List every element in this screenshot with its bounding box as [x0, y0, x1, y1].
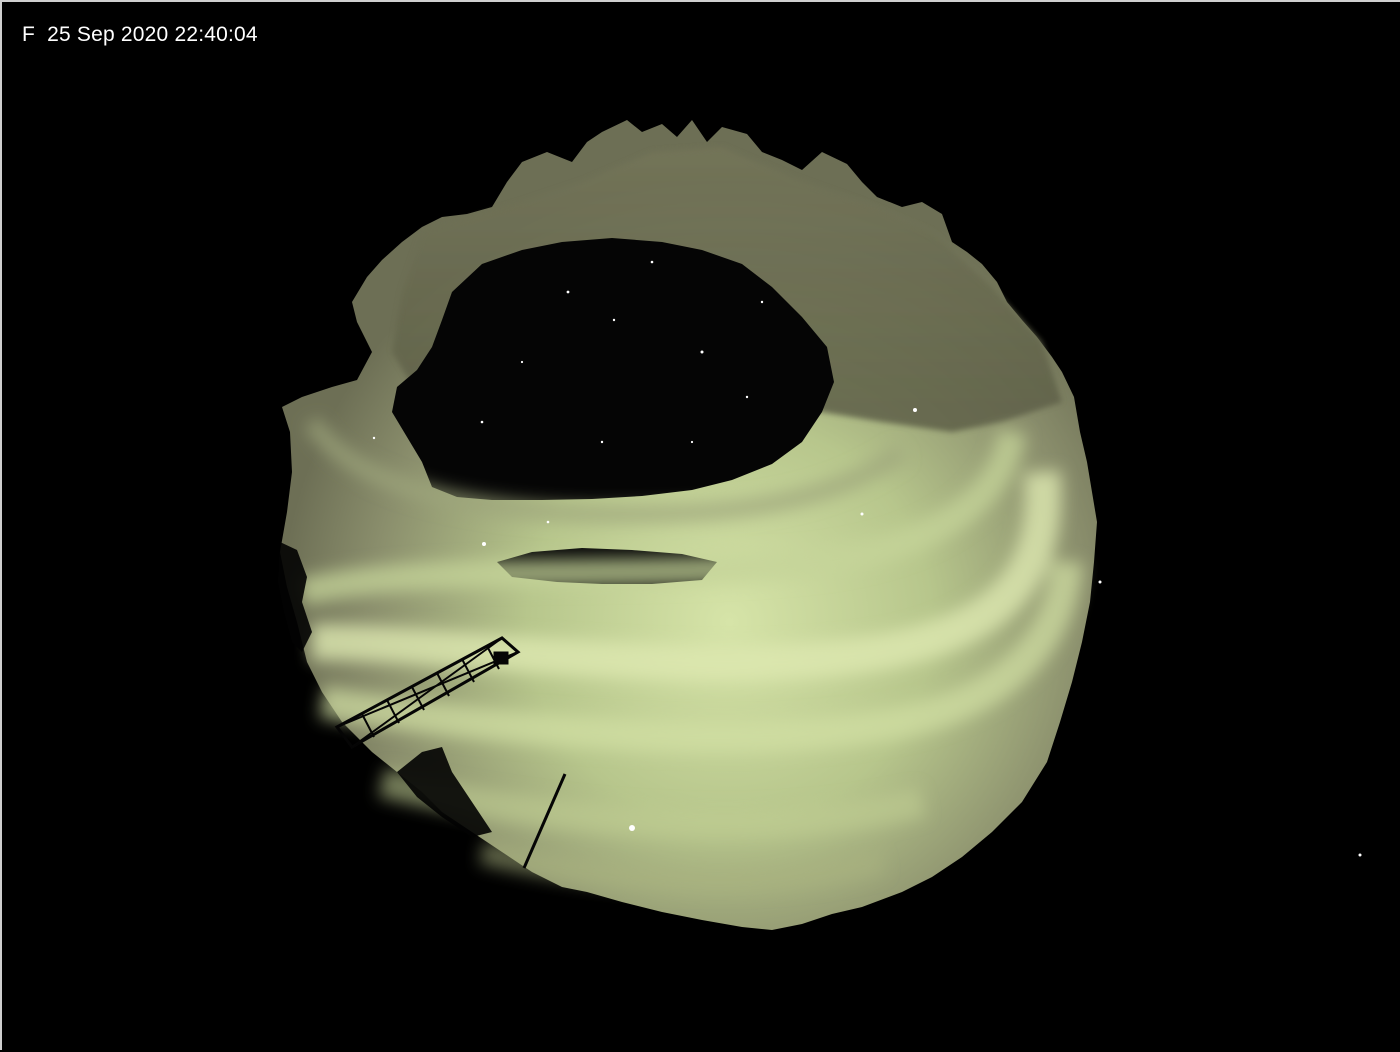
- timestamp-caption: F 25 Sep 2020 22:40:04: [22, 23, 258, 46]
- tree-silhouettes: [278, 542, 492, 837]
- aurora-arcs: [298, 416, 1083, 893]
- stars: [372, 260, 1362, 857]
- lattice-mast: [334, 636, 567, 869]
